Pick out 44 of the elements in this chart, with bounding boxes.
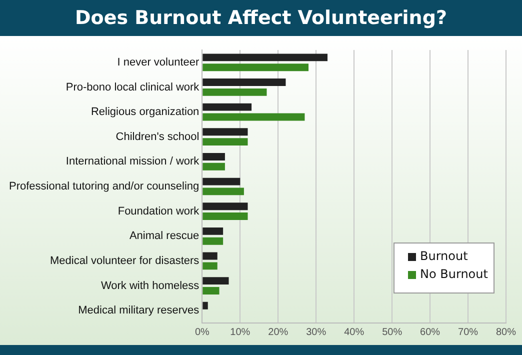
bar [202, 262, 218, 270]
x-tick-label: 60% [420, 326, 440, 338]
bar [202, 128, 248, 136]
y-tick-label: Pro-bono local clinical work [66, 81, 200, 94]
bar [202, 64, 309, 72]
bar [202, 237, 224, 245]
y-tick-label: Medical military reserves [78, 304, 200, 317]
bar [202, 287, 220, 294]
x-tick-label: 40% [344, 326, 364, 338]
x-tick-label: 20% [268, 326, 288, 338]
bar [202, 178, 240, 186]
bar [202, 88, 267, 96]
bar [202, 162, 225, 170]
x-tick-label: 80% [496, 326, 516, 338]
bar [202, 138, 248, 146]
bar [202, 277, 229, 285]
y-tick-label: Professional tutoring and/or counseling [8, 180, 200, 193]
bar [202, 113, 305, 121]
x-tick-label: 0% [194, 326, 210, 338]
bar [202, 188, 244, 196]
y-tick-label: Children's school [116, 130, 200, 143]
bar [202, 302, 208, 310]
legend-label: Burnout [420, 249, 468, 264]
y-tick-label: Religious organization [90, 106, 200, 118]
y-tick-label: International mission / work [66, 156, 200, 168]
bar [202, 212, 248, 220]
chart-title: Does Burnout Affect Volunteering? [74, 6, 448, 31]
y-tick-label: Medical volunteer for disasters [50, 254, 200, 267]
bar [202, 78, 286, 86]
x-tick-label: 10% [230, 326, 250, 338]
y-tick-label: Foundation work [118, 205, 200, 218]
legend-label: No Burnout [420, 267, 488, 282]
x-tick-label: 50% [382, 326, 402, 338]
bar [202, 252, 218, 260]
bar [202, 152, 225, 160]
y-tick-label: Animal rescue [129, 230, 200, 242]
y-tick-label: Work with homeless [100, 280, 200, 292]
bar [202, 202, 248, 210]
x-tick-label: 70% [458, 326, 478, 338]
x-tick-label: 30% [306, 326, 326, 338]
bar [202, 103, 252, 111]
y-tick-label: I never volunteer [117, 56, 200, 68]
bar [202, 227, 224, 235]
bar [202, 54, 328, 62]
